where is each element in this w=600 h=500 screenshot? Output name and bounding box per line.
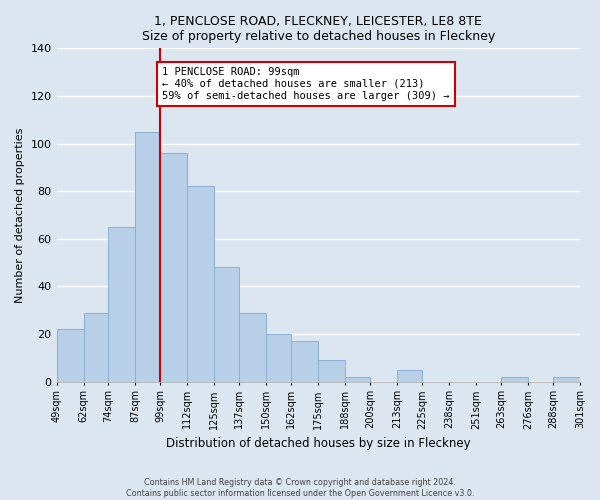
Bar xyxy=(187,186,214,382)
X-axis label: Distribution of detached houses by size in Fleckney: Distribution of detached houses by size … xyxy=(166,437,470,450)
Bar xyxy=(291,341,318,382)
Text: 1 PENCLOSE ROAD: 99sqm
← 40% of detached houses are smaller (213)
59% of semi-de: 1 PENCLOSE ROAD: 99sqm ← 40% of detached… xyxy=(163,68,450,100)
Bar xyxy=(160,153,187,382)
Bar xyxy=(239,312,266,382)
Bar xyxy=(56,329,83,382)
Bar xyxy=(109,227,136,382)
Bar xyxy=(397,370,422,382)
Bar xyxy=(553,377,580,382)
Bar xyxy=(214,268,239,382)
Bar xyxy=(83,312,109,382)
Y-axis label: Number of detached properties: Number of detached properties xyxy=(15,127,25,302)
Text: Contains HM Land Registry data © Crown copyright and database right 2024.
Contai: Contains HM Land Registry data © Crown c… xyxy=(126,478,474,498)
Bar xyxy=(501,377,528,382)
Bar xyxy=(318,360,345,382)
Bar xyxy=(345,377,370,382)
Bar xyxy=(136,132,160,382)
Title: 1, PENCLOSE ROAD, FLECKNEY, LEICESTER, LE8 8TE
Size of property relative to deta: 1, PENCLOSE ROAD, FLECKNEY, LEICESTER, L… xyxy=(142,15,495,43)
Bar xyxy=(266,334,291,382)
